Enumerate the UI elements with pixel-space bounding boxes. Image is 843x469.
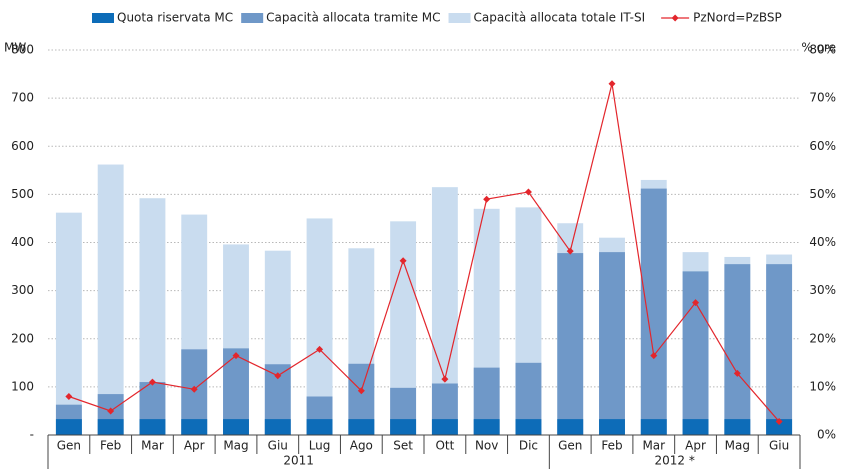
bar [515, 419, 542, 435]
x-tick-label: Apr [685, 439, 706, 453]
line-marker [274, 372, 282, 380]
y-tick-label: 400 [11, 235, 34, 249]
x-tick-label: Set [393, 439, 413, 453]
line-marker [524, 188, 532, 196]
x-tick-label: Nov [475, 439, 498, 453]
x-tick-label: Mag [223, 439, 248, 453]
line-marker [148, 378, 156, 386]
line-marker [608, 80, 616, 88]
x-tick-label: Giu [769, 439, 789, 453]
bar [348, 419, 375, 435]
y-tick-label: 100 [11, 379, 34, 393]
bar [139, 419, 166, 435]
bar [682, 419, 709, 435]
y-axis-label: MW [4, 41, 26, 55]
line-marker [775, 418, 783, 426]
y2-tick-label: 30% [809, 283, 836, 297]
y-tick-label: - [30, 428, 34, 442]
y2-tick-label: 20% [809, 331, 836, 345]
bar [306, 419, 333, 435]
x-tick-label: Dic [519, 439, 538, 453]
bar [473, 419, 500, 435]
bar [682, 271, 709, 435]
bar [181, 419, 208, 435]
bar [766, 264, 793, 435]
bar [97, 164, 124, 435]
legend-label: PzNord=PzBSP [693, 11, 782, 25]
bar [724, 419, 751, 435]
line-marker [399, 257, 407, 265]
x-tick-label: Feb [100, 439, 121, 453]
legend-label: Capacità allocata tramite MC [266, 11, 440, 25]
line-marker [232, 352, 240, 360]
y-tick-label: 200 [11, 331, 34, 345]
x-tick-label: Mag [725, 439, 750, 453]
line-marker [733, 369, 741, 377]
bar [55, 212, 82, 435]
x-tick-label: Mar [642, 439, 665, 453]
bar [557, 253, 584, 435]
bar [599, 252, 625, 435]
bar [640, 188, 667, 435]
x-tick-label: Gen [558, 439, 582, 453]
y-tick-label: 500 [11, 187, 34, 201]
y2-tick-label: 40% [809, 235, 836, 249]
y2-tick-label: 10% [809, 379, 836, 393]
bar [55, 419, 82, 435]
x-tick-label: Giu [268, 439, 288, 453]
x-tick-label: Gen [57, 439, 81, 453]
bar [264, 419, 291, 435]
bar [97, 419, 124, 435]
x-tick-label: Feb [601, 439, 622, 453]
line-marker [483, 195, 491, 203]
y2-tick-label: 60% [809, 139, 836, 153]
y-tick-label: 600 [11, 139, 34, 153]
line-marker [65, 393, 73, 400]
line-marker [357, 387, 365, 395]
line-marker [190, 385, 198, 393]
line-marker [316, 345, 324, 353]
bar [431, 419, 458, 435]
legend-swatch [448, 13, 471, 23]
x-tick-label: Ott [435, 439, 454, 453]
legend-swatch [671, 14, 679, 22]
y2-tick-label: 50% [809, 187, 836, 201]
x-tick-label: Apr [184, 439, 205, 453]
line-marker [692, 299, 700, 307]
group-label: 2011 [283, 454, 314, 468]
y2-axis-label: % ore [801, 41, 836, 55]
y-tick-label: 800 [11, 43, 34, 57]
y-tick-label: 700 [11, 91, 34, 105]
x-tick-label: Lug [309, 439, 331, 453]
legend-label: Capacità allocata totale IT-SI [474, 11, 646, 25]
bar [390, 419, 417, 435]
bar [223, 419, 249, 435]
x-tick-label: Ago [350, 439, 373, 453]
x-tick-label: Mar [141, 439, 164, 453]
group-label: 2012 * [654, 454, 694, 468]
legend-label: Quota riservata MC [117, 11, 233, 25]
bar [766, 419, 793, 435]
y2-tick-label: 70% [809, 91, 836, 105]
bar [640, 419, 667, 435]
line-marker [441, 375, 449, 383]
bar [724, 264, 751, 435]
y2-tick-label: 0% [817, 428, 836, 442]
y-tick-label: 300 [11, 283, 34, 297]
line-marker [566, 247, 574, 255]
bar [599, 419, 625, 435]
legend-swatch [241, 13, 264, 23]
line-marker [650, 352, 658, 360]
line [68, 83, 780, 422]
legend-swatch [92, 13, 114, 23]
line-marker [107, 407, 115, 415]
y2-tick-label: 80% [809, 43, 836, 57]
bar [557, 419, 584, 435]
